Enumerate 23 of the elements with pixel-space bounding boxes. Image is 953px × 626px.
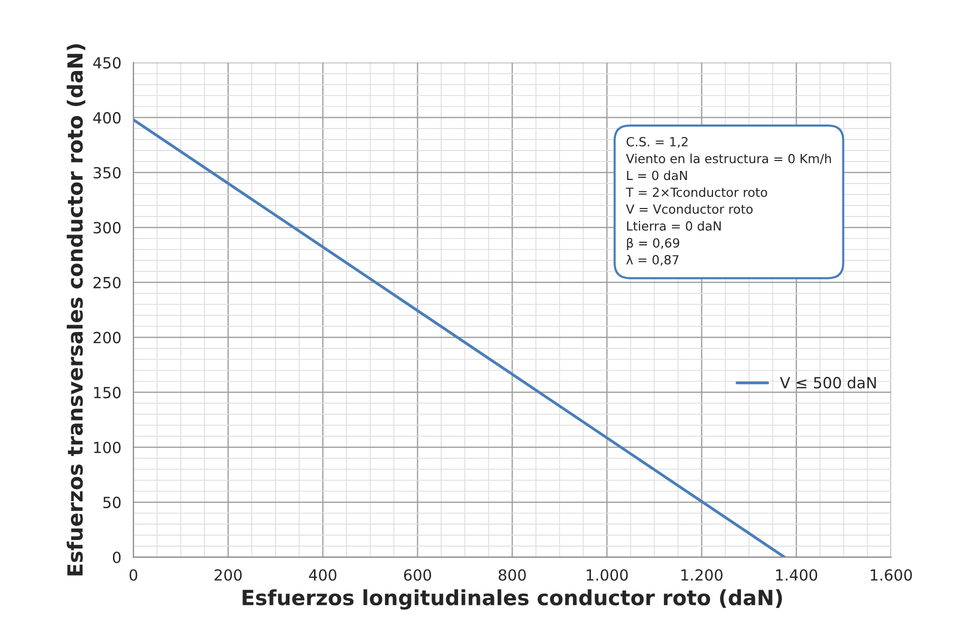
x-tick-label: 1.400 [776, 569, 818, 581]
y-tick-label: 100 [94, 442, 121, 454]
x-tick-label: 1.000 [586, 569, 628, 581]
legend-label: V ≤ 500 daN [780, 376, 876, 388]
x-tick-label: 800 [498, 569, 526, 581]
x-tick-label: 200 [214, 569, 242, 581]
x-tick-label: 0 [130, 569, 138, 581]
annotation: C.S. = 1,2 Viento en la estructura = 0 Km/h L = 0 daN T = 2×Tconductor roto V = Vconductor roto Ltierra = 0 daN β = 0,69 λ = 0,87 [626, 137, 831, 266]
x-axis-title: Esfuerzos longitudinales conductor roto (daN) [242, 589, 782, 610]
y-tick-label: 250 [94, 276, 121, 288]
y-tick-label: 50 [103, 496, 121, 508]
y-tick-label: 450 [93, 57, 121, 69]
x-tick-label: 600 [404, 569, 432, 581]
y-axis-title: Esfuerzos transversales conductor roto (daN) [66, 44, 86, 576]
x-tick-label: 1.200 [681, 569, 722, 581]
y-tick-label: 350 [94, 166, 121, 179]
y-tick-label: 0 [112, 552, 121, 564]
y-tick-label: 150 [94, 386, 121, 398]
x-tick-label: 1.600 [870, 569, 912, 581]
y-tick-label: 300 [94, 222, 121, 234]
y-tick-label: 200 [94, 332, 121, 344]
x-tick-label: 400 [308, 569, 336, 581]
y-tick-label: 400 [93, 112, 121, 124]
